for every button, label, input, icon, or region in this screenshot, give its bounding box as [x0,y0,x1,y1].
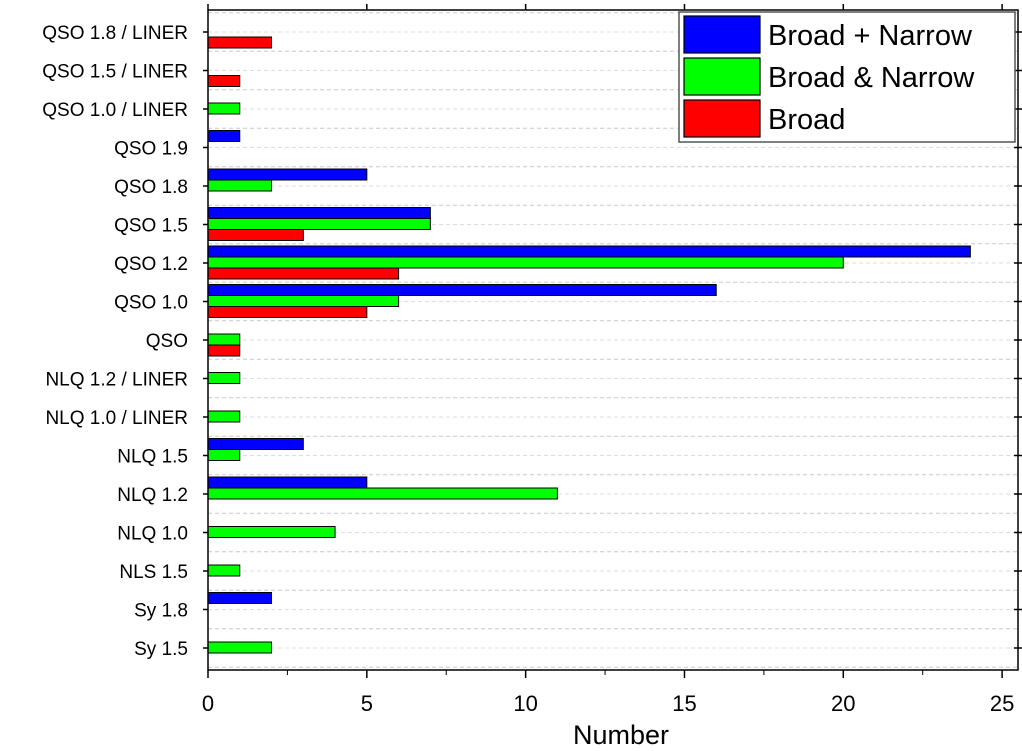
bar-broad-narrow-nlq-1-5 [207,438,304,450]
bar-broad-narrow-nlq-1-2 [207,487,558,500]
bar-broad-narrow-qso-1-8 [207,179,273,192]
bar-broad-qso-1-5-liner [207,75,241,87]
bar-broad-narrow-nlq-1-0-liner [207,410,241,423]
y-tick-label-nlq-1-2-liner: NLQ 1.2 / LINER [45,370,188,391]
bar-broad-qso-1-8-liner [207,36,273,49]
bar-broad-narrow-qso-1-0 [207,284,717,296]
y-tick-label-qso-1-8-liner: QSO 1.8 / LINER [42,23,188,44]
y-tick-label-qso-1-2: QSO 1.2 [114,254,188,275]
bar-broad-narrow-nlq-1-5 [207,449,241,461]
legend-swatch-broad [683,99,761,138]
y-tick-label-qso-1-0-liner: QSO 1.0 / LINER [42,100,188,121]
y-tick-label-nlq-1-0: NLQ 1.0 [117,524,188,545]
y-tick-label-qso-1-9: QSO 1.9 [114,139,188,160]
x-axis-labels: 0 5 10 15 20 25 [202,691,1014,716]
bar-broad-narrow-nlq-1-0 [207,526,336,538]
bar-broad-narrow-nlq-1-2 [207,476,368,489]
bar-broad-qso-1-2 [207,267,400,280]
bar-broad-narrow-qso-1-8 [207,168,368,181]
x-tick-label-5: 5 [361,691,373,716]
y-tick-label-nlq-1-5: NLQ 1.5 [117,447,188,468]
legend-label-broad: Broad [768,104,845,136]
bar-broad-qso-1-5 [207,229,304,241]
bar-broad-narrow-nlq-1-2-liner [207,372,241,384]
legend-label-broad-and-narrow: Broad & Narrow [768,62,975,94]
bar-broad-narrow-qso-1-2 [207,245,971,258]
bar-broad-narrow-qso [207,333,241,346]
bar-broad-narrow-nls-1-5 [207,564,241,577]
bar-broad-narrow-qso-1-0-liner [207,102,241,115]
x-tick-label-10: 10 [513,691,537,716]
bar-broad-qso-1-0 [207,306,368,318]
y-tick-label-nlq-1-0-liner: NLQ 1.0 / LINER [45,408,188,429]
x-tick-label-25: 25 [990,691,1014,716]
bar-broad-narrow-qso-1-9 [207,130,241,142]
bar-broad-narrow-qso-1-2 [207,256,844,269]
legend-swatch-broad-and-narrow [683,57,761,96]
y-tick-label-qso: QSO [146,331,188,352]
y-tick-label-sy-1-5: Sy 1.5 [134,639,188,660]
y-tick-label-qso-1-5: QSO 1.5 [114,216,188,237]
y-tick-label-qso-1-5-liner: QSO 1.5 / LINER [42,62,188,83]
bar-broad-narrow-qso-1-5 [207,218,431,230]
y-axis-labels: QSO 1.8 / LINER QSO 1.5 / LINER QSO 1.0 / … [42,23,188,660]
bar-broad-qso [207,344,241,357]
x-tick-label-20: 20 [831,691,855,716]
x-axis-title: Number [573,720,669,750]
y-tick-label-nls-1-5: NLS 1.5 [119,562,188,583]
bar-broad-narrow-sy-1-5 [207,641,273,654]
y-tick-label-qso-1-0: QSO 1.0 [114,293,188,314]
bar-broad-narrow-sy-1-8 [207,592,273,604]
legend: Broad + Narrow Broad & Narrow Broad [678,11,1016,143]
y-tick-label-sy-1-8: Sy 1.8 [134,601,188,622]
x-tick-label-15: 15 [672,691,696,716]
axis-ticks [203,4,1022,678]
legend-label-broad-plus-narrow: Broad + Narrow [768,20,973,52]
bar-broad-narrow-qso-1-5 [207,207,431,219]
x-tick-label-0: 0 [202,691,214,716]
bar-broad-narrow-qso-1-0 [207,295,400,307]
y-tick-label-qso-1-8: QSO 1.8 [114,177,188,198]
y-tick-label-nlq-1-2: NLQ 1.2 [117,485,188,506]
legend-swatch-broad-plus-narrow [683,15,761,54]
